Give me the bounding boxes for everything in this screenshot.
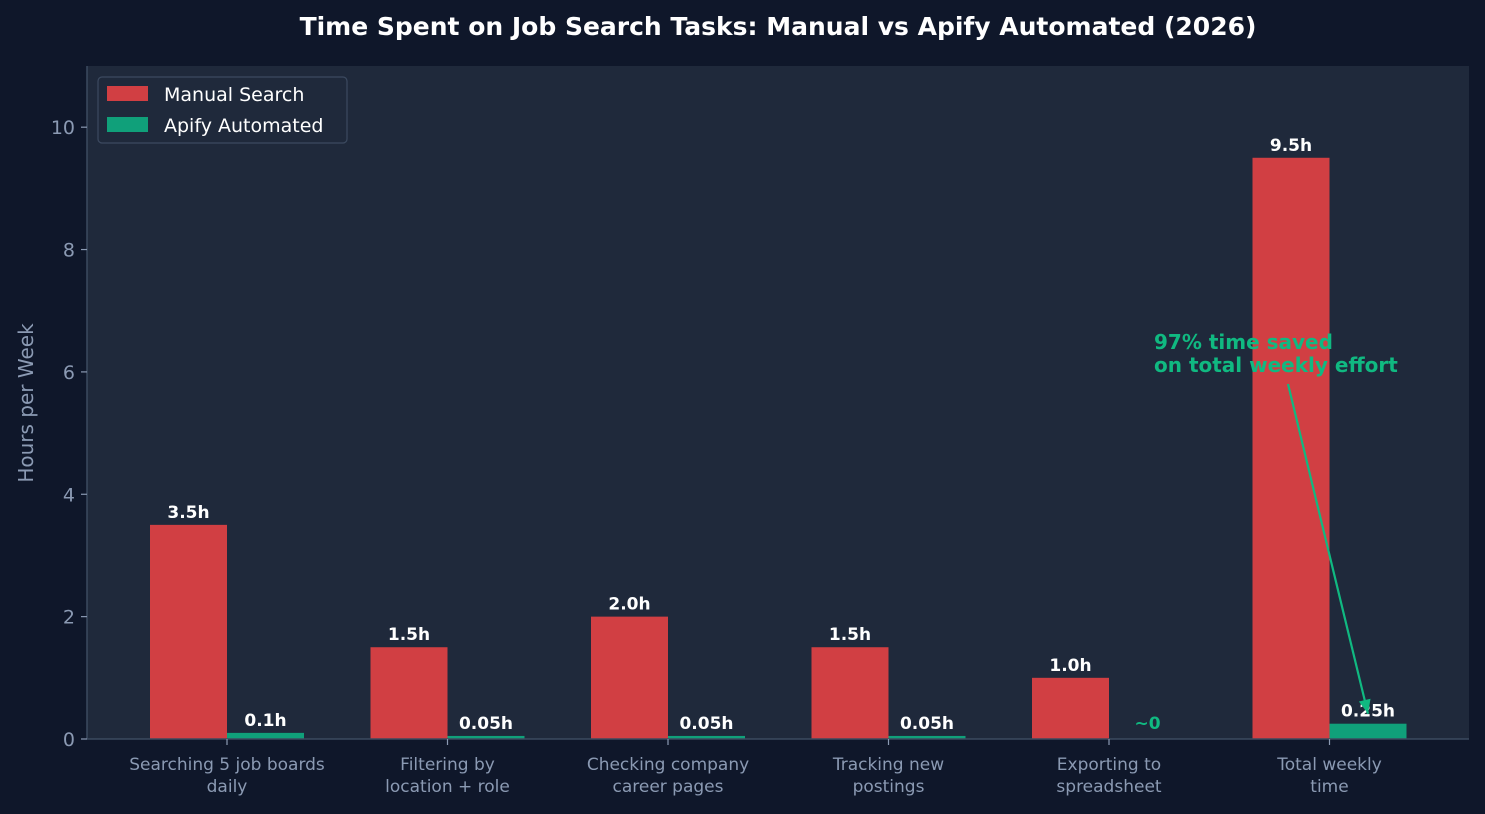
automated-bar-2 [668, 735, 745, 739]
x-tick-label-0-line-1: daily [207, 777, 248, 797]
y-axis-label: Hours per Week [14, 323, 38, 483]
legend-swatch-1 [107, 117, 148, 132]
manual-value-label-2: 2.0h [608, 595, 650, 615]
annotation-arrow-line [1286, 383, 1370, 715]
x-tick-label-3-line-1: postings [853, 777, 925, 797]
y-tick-label-0: 0 [63, 729, 75, 751]
manual-bar-0 [150, 524, 227, 739]
x-tick-label-1-line-0: Filtering by [400, 755, 495, 775]
manual-value-label-3: 1.5h [829, 625, 871, 645]
automated-bar-0 [227, 732, 304, 739]
legend: Manual Search Apify Automated [97, 76, 348, 144]
x-tick-label-1-line-1: location + role [385, 777, 510, 797]
automated-bar-5 [1329, 723, 1407, 739]
automated-value-label-3: 0.05h [900, 714, 954, 734]
legend-swatch-0 [107, 86, 148, 101]
plot-background [87, 66, 1469, 739]
manual-value-label-5: 9.5h [1270, 136, 1312, 156]
legend-box [97, 76, 348, 144]
manual-bar-4 [1032, 677, 1109, 739]
annotation-arrow-head [1358, 698, 1371, 714]
manual-bar-1 [370, 647, 448, 739]
manual-bar-5 [1252, 157, 1330, 740]
x-tick-label-4-line-0: Exporting to [1057, 755, 1161, 775]
automated-value-label-1: 0.05h [459, 714, 513, 734]
x-tick-label-5-line-1: time [1310, 777, 1348, 797]
bars-layer [150, 157, 1407, 740]
x-tick-label-2-line-0: Checking company [587, 755, 749, 775]
manual-value-label-1: 1.5h [388, 625, 430, 645]
x-tick-label-5-line-0: Total weekly [1276, 755, 1382, 775]
x-tick-label-0-line-0: Searching 5 job boards [129, 755, 325, 775]
legend-label-1: Apify Automated [164, 115, 323, 137]
y-tick-label-8: 8 [63, 240, 75, 262]
value-labels-layer: 3.5h 0.1h 1.5h 0.05h 2.0h 0.05h 1.5h 0.05h 1.0h ~… [167, 136, 1395, 734]
manual-value-label-4: 1.0h [1049, 656, 1091, 676]
chart-title: Time Spent on Job Search Tasks: Manual v… [300, 12, 1257, 41]
annotation-text-line-1: on total weekly effort [1154, 353, 1398, 377]
automated-bar-3 [888, 735, 966, 739]
automated-bar-1 [447, 735, 525, 739]
y-tick-label-10: 10 [51, 117, 75, 139]
manual-bar-2 [591, 616, 668, 739]
x-tick-label-3-line-0: Tracking new [832, 755, 944, 775]
manual-value-label-0: 3.5h [167, 503, 209, 523]
automated-value-label-2: 0.05h [679, 714, 733, 734]
y-tick-label-6: 6 [63, 362, 75, 384]
x-tick-label-4-line-1: spreadsheet [1056, 777, 1161, 797]
automated-value-label-4: ~0 [1134, 714, 1160, 734]
manual-bar-3 [811, 647, 889, 739]
annotation-text-line-0: 97% time saved [1154, 330, 1333, 354]
y-tick-label-2: 2 [63, 607, 75, 629]
legend-label-0: Manual Search [164, 84, 304, 106]
y-tick-label-4: 4 [63, 484, 75, 506]
automated-value-label-0: 0.1h [244, 711, 286, 731]
x-tick-label-2-line-1: career pages [612, 777, 723, 797]
